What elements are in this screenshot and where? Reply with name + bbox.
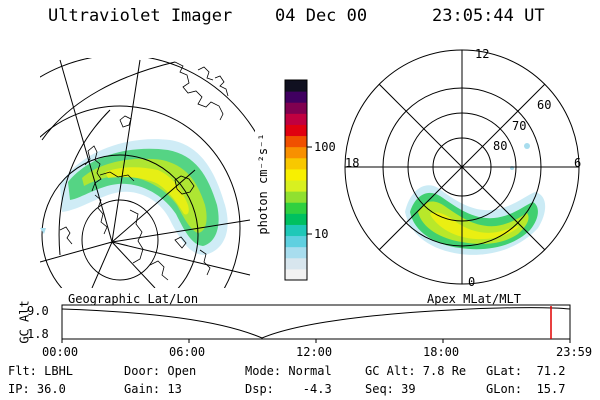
mlt-label-0: 0 — [468, 275, 476, 289]
mlat-label-80: 80 — [493, 139, 508, 153]
gain-value: Gain: 13 — [124, 382, 182, 396]
geo-limb — [41, 61, 176, 256]
colorbar-cell — [285, 102, 307, 114]
geo-aurora-band — [60, 139, 228, 255]
colorbar-cell — [285, 168, 307, 181]
geo-coastlines — [59, 61, 229, 281]
gc-alt-value: GC Alt: 7.8 Re — [365, 364, 467, 378]
timeline-xtick-0000: 00:00 — [42, 345, 79, 359]
filter-value: Flt: LBHL — [8, 364, 74, 378]
colorbar-cells — [285, 80, 307, 281]
mlt-label-6: 6 — [574, 156, 582, 170]
ip-value: IP: 36.0 — [8, 382, 66, 396]
mlat-label-60: 60 — [537, 98, 552, 112]
mlt-label-12: 12 — [475, 47, 490, 61]
glat-value: GLat: 71.2 — [486, 364, 566, 378]
colorbar-cell — [285, 202, 307, 214]
colorbar-cell — [285, 124, 307, 137]
polar-plot — [344, 49, 580, 285]
colorbar-cell — [285, 146, 307, 159]
timeline-frame — [61, 304, 571, 340]
colorbar-cell — [285, 224, 307, 237]
mode-value: Mode: Normal — [245, 364, 332, 378]
date-label: 04 Dec 00 — [275, 6, 368, 26]
colorbar-tick-100: 100 — [314, 140, 336, 154]
timeline-xtick-1800: 18:00 — [423, 345, 460, 359]
colorbar-cell — [285, 91, 307, 103]
timeline-ytick-high: 9.0 — [27, 304, 49, 318]
colorbar-unit-label: photon cm⁻²s⁻¹ — [256, 133, 270, 235]
gc-alt-curve — [61, 307, 571, 339]
dsp-value: Dsp: -4.3 — [245, 382, 332, 396]
polar-plot-caption: Apex MLat/MLT — [427, 292, 521, 306]
instrument-title: Ultraviolet Imager — [48, 6, 233, 26]
polar-grid — [344, 49, 580, 285]
glon-value: GLon: 15.7 — [486, 382, 566, 396]
colorbar-cell — [285, 246, 307, 259]
geographic-map — [40, 58, 255, 288]
colorbar-cell — [285, 113, 307, 125]
colorbar — [284, 79, 312, 281]
timeline-ticks — [61, 339, 571, 343]
timeline-panel — [61, 304, 571, 343]
sequence-value: Seq: 39 — [365, 382, 416, 396]
mlt-label-18: 18 — [345, 156, 360, 170]
time-label: 23:05:44 UT — [432, 6, 545, 26]
mlat-label-70: 70 — [512, 119, 527, 133]
colorbar-cell — [285, 80, 307, 92]
polar-aurora-oval — [405, 143, 546, 255]
geo-meridians — [40, 59, 251, 288]
colorbar-tick-10: 10 — [314, 227, 329, 241]
colorbar-cell — [285, 213, 307, 225]
door-status: Door: Open — [124, 364, 197, 378]
timeline-ytick-low: 1.8 — [27, 327, 49, 341]
colorbar-cell — [285, 135, 307, 148]
colorbar-cell — [285, 180, 307, 192]
colorbar-cell — [285, 235, 307, 248]
timeline-xtick-0600: 06:00 — [169, 345, 206, 359]
colorbar-cell — [285, 257, 307, 270]
colorbar-cell — [285, 268, 307, 281]
geo-latitude-circles — [40, 58, 255, 288]
colorbar-cell — [285, 191, 307, 203]
timeline-xtick-2359: 23:59 — [556, 345, 593, 359]
timeline-xtick-1200: 12:00 — [296, 345, 333, 359]
colorbar-cell — [285, 157, 307, 170]
geo-map-caption: Geographic Lat/Lon — [68, 292, 199, 306]
